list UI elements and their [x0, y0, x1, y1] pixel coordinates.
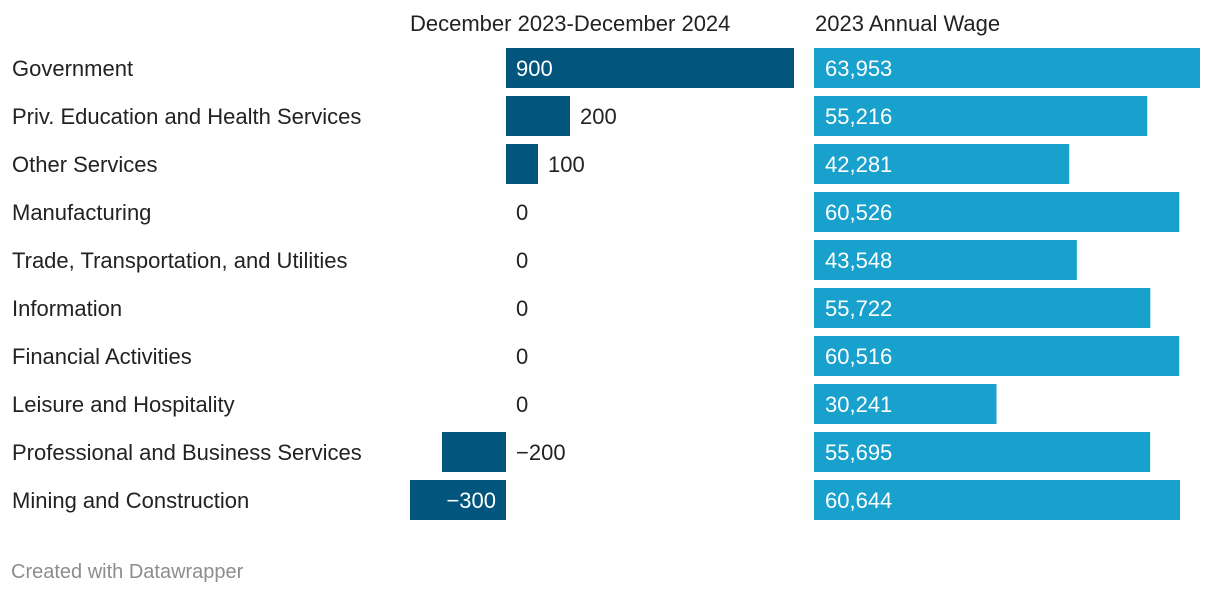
wage-bar: [814, 240, 1077, 280]
change-value-label: 0: [516, 296, 528, 321]
change-bar: [506, 48, 794, 88]
wage-bar: [814, 480, 1181, 520]
category-label: Professional and Business Services: [12, 440, 362, 465]
wage-bar: [814, 384, 997, 424]
footer-credit: Created with Datawrapper: [11, 561, 244, 583]
wage-value-label: 30,241: [825, 392, 892, 417]
wage-value-label: 63,953: [825, 56, 892, 81]
change-value-label: 0: [516, 200, 528, 225]
wage-bar: [814, 432, 1151, 472]
change-value-label: 200: [580, 104, 617, 129]
change-value-label: 900: [516, 56, 553, 81]
wage-bar: [814, 192, 1180, 232]
change-value-label: 0: [516, 248, 528, 273]
wage-value-label: 43,548: [825, 248, 892, 273]
wage-value-label: 60,526: [825, 200, 892, 225]
column-header-change: December 2023-December 2024: [410, 11, 730, 36]
change-bar: [410, 480, 506, 520]
change-bar: [506, 144, 538, 184]
change-value-label: 100: [548, 152, 585, 177]
wage-bar: [814, 144, 1070, 184]
wage-value-label: 60,644: [825, 488, 892, 513]
change-value-label: 0: [516, 392, 528, 417]
category-label: Trade, Transportation, and Utilities: [12, 248, 347, 273]
wage-value-label: 60,516: [825, 344, 892, 369]
category-label: Information: [12, 296, 122, 321]
wage-value-label: 55,722: [825, 296, 892, 321]
wage-bar: [814, 336, 1180, 376]
change-value-label: 0: [516, 344, 528, 369]
wage-value-label: 42,281: [825, 152, 892, 177]
category-label: Financial Activities: [12, 344, 192, 369]
wage-value-label: 55,695: [825, 440, 892, 465]
column-header-wage: 2023 Annual Wage: [815, 11, 1000, 36]
change-bar: [442, 432, 506, 472]
change-value-label: −300: [446, 488, 496, 513]
change-value-label: −200: [516, 440, 566, 465]
change-bar: [506, 96, 570, 136]
wage-value-label: 55,216: [825, 104, 892, 129]
wage-bar: [814, 48, 1200, 88]
category-label: Government: [12, 56, 133, 81]
category-label: Manufacturing: [12, 200, 151, 225]
wage-bar: [814, 96, 1148, 136]
category-label: Leisure and Hospitality: [12, 392, 235, 417]
wage-bar: [814, 288, 1151, 328]
category-label: Mining and Construction: [12, 488, 249, 513]
category-label: Priv. Education and Health Services: [12, 104, 361, 129]
category-label: Other Services: [12, 152, 158, 177]
